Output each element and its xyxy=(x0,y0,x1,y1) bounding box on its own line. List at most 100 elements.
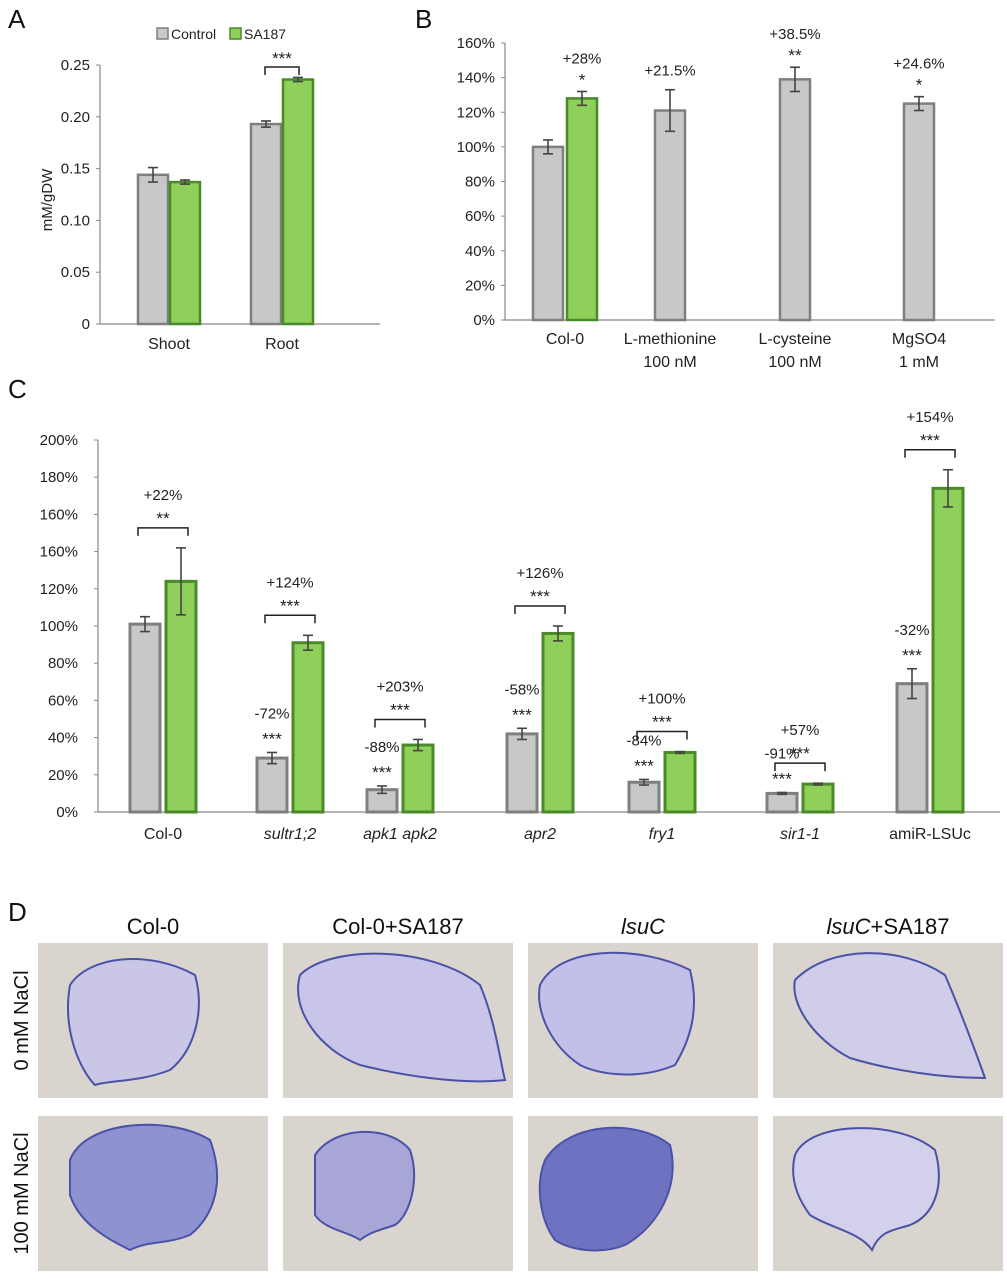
y-tick-label: 60% xyxy=(465,208,495,225)
y-tick-label: 40% xyxy=(465,243,495,260)
panel-letter-b: B xyxy=(415,4,432,34)
control-percent-label: -84% xyxy=(626,732,661,749)
leaf xyxy=(69,1123,218,1252)
control-percent-label: -88% xyxy=(364,739,399,756)
bar-control xyxy=(627,780,661,814)
x-tick-label: MgSO4 xyxy=(892,331,946,348)
column-header: lsuC+SA187 xyxy=(827,914,950,939)
leaf xyxy=(793,952,987,1080)
pair-significance-stars: *** xyxy=(790,744,810,763)
y-tick-label: 80% xyxy=(465,174,495,191)
pair-significance-stars: *** xyxy=(920,431,940,450)
bar-sa187 xyxy=(663,750,697,814)
pair-percent-label: +100% xyxy=(638,691,685,708)
y-tick-label: 80% xyxy=(48,655,78,672)
legend-label-control: Control xyxy=(171,26,216,42)
bar-control xyxy=(128,622,162,814)
panel-letter-c: C xyxy=(8,374,27,404)
x-tick-label-line2: 1 mM xyxy=(899,354,939,371)
column-header: Col-0+SA187 xyxy=(332,914,463,939)
control-significance-stars: *** xyxy=(902,646,922,665)
bar-sa187 xyxy=(931,486,965,814)
significance-stars: *** xyxy=(272,49,292,68)
x-tick-label: amiR-LSUc xyxy=(889,826,971,843)
percent-change-label: +24.6% xyxy=(893,56,944,73)
y-tick-label: 120% xyxy=(457,104,495,121)
bar-sa187 xyxy=(801,782,835,814)
bar-control-root xyxy=(249,122,283,326)
leaf xyxy=(314,1130,416,1242)
significance-bracket xyxy=(264,66,300,75)
leaf xyxy=(792,1127,940,1253)
significance-bracket xyxy=(774,762,826,772)
bar-sa xyxy=(565,97,599,322)
bar-sa187 xyxy=(291,641,325,814)
x-tick-label: Shoot xyxy=(148,336,190,353)
y-tick-label: 20% xyxy=(48,767,78,784)
bar-control xyxy=(902,102,936,322)
x-tick-label: Root xyxy=(265,336,299,353)
pair-percent-label: +126% xyxy=(516,565,563,582)
pair-significance-stars: *** xyxy=(530,587,550,606)
y-tick-label: 180% xyxy=(40,469,78,486)
percent-change-label: +28% xyxy=(563,50,602,67)
bar-sa187 xyxy=(541,631,575,814)
control-significance-stars: *** xyxy=(772,769,792,788)
pair-percent-label: +203% xyxy=(376,678,423,695)
percent-change-label: +38.5% xyxy=(769,26,820,43)
x-tick-label-line2: 100 nM xyxy=(768,354,821,371)
y-tick-label: 0.25 xyxy=(61,57,90,74)
significance-bracket xyxy=(374,718,426,728)
y-tick-label: 160% xyxy=(40,506,78,523)
leaf xyxy=(538,951,696,1076)
significance-stars: * xyxy=(579,70,586,89)
significance-stars: * xyxy=(916,76,923,95)
bar-control xyxy=(255,756,289,814)
panel-b: B 160% 140% 120% 100% 80% 60% 40% 20% 0% * +28% +21.… xyxy=(415,4,995,371)
x-tick-label: L-methionine xyxy=(624,331,717,348)
y-axis-title: mM/gDW xyxy=(39,168,56,231)
row-header: 0 mM NaCl xyxy=(11,970,33,1070)
control-percent-label: -32% xyxy=(894,622,929,639)
panel-letter-a: A xyxy=(8,4,26,34)
x-tick-label: L-cysteine xyxy=(759,331,832,348)
significance-stars: ** xyxy=(788,46,802,65)
bar-control-shoot xyxy=(136,173,170,326)
control-significance-stars: *** xyxy=(262,729,282,748)
x-tick-label: sir1-1 xyxy=(780,826,820,843)
pair-significance-stars: *** xyxy=(652,713,672,732)
bar-control xyxy=(653,109,687,322)
x-tick-label: sultr1;2 xyxy=(264,826,317,843)
significance-bracket xyxy=(137,527,189,536)
significance-bracket xyxy=(514,605,566,614)
percent-change-label: +21.5% xyxy=(644,63,695,80)
y-tick-label: 0.15 xyxy=(61,161,90,178)
control-percent-label: -91% xyxy=(764,745,799,762)
control-significance-stars: *** xyxy=(372,763,392,782)
significance-bracket xyxy=(636,730,688,740)
pair-percent-label: +57% xyxy=(781,722,820,739)
bar-control xyxy=(531,145,565,322)
panel-d: D Col-0 Col-0+SA187 lsuC lsuC+SA187 0 mM NaCl… xyxy=(8,897,1003,1271)
x-tick-label: apk1 apk2 xyxy=(363,826,437,843)
bar-sa187 xyxy=(401,743,435,814)
bar-control xyxy=(895,682,929,814)
bar-sa187-shoot xyxy=(168,180,202,326)
pair-significance-stars: ** xyxy=(156,509,170,528)
bar-control xyxy=(505,732,539,814)
y-tick-label: 0% xyxy=(473,312,495,329)
pair-significance-stars: *** xyxy=(390,700,410,719)
legend-label-sa187: SA187 xyxy=(244,26,286,42)
bar-sa187-root xyxy=(281,78,315,326)
y-tick-label: 100% xyxy=(40,618,78,635)
column-header: lsuC xyxy=(621,914,665,939)
bar-control xyxy=(765,791,799,814)
y-tick-label: 160% xyxy=(457,35,495,52)
panel-letter-d: D xyxy=(8,897,27,927)
pair-percent-label: +22% xyxy=(144,487,183,504)
column-header: Col-0 xyxy=(127,914,180,939)
y-tick-label: 0.05 xyxy=(61,264,90,281)
y-tick-label: 100% xyxy=(457,139,495,156)
y-tick-label: 0.10 xyxy=(61,212,90,229)
